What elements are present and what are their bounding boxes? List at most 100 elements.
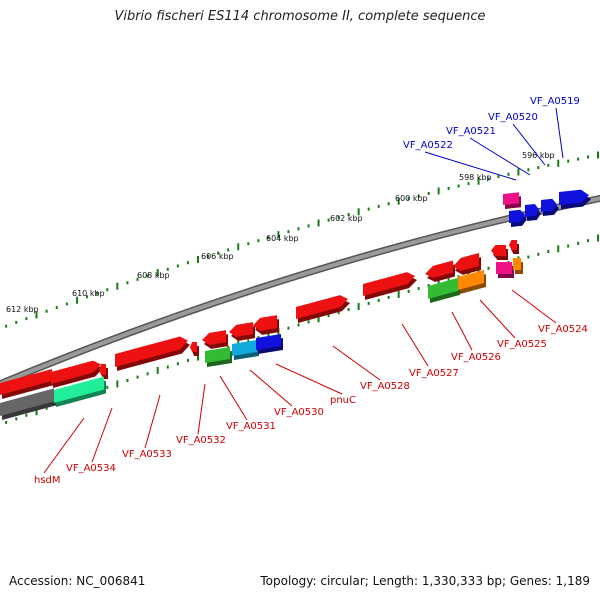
- topology-summary: Topology: circular; Length: 1,330,333 bp…: [260, 574, 590, 588]
- minor-tick: [307, 224, 310, 228]
- minor-tick: [447, 278, 450, 282]
- leader-line: [197, 383, 206, 435]
- gene-label: VF_A0530: [274, 407, 324, 418]
- gene-label: VF_A0534: [66, 463, 116, 474]
- major-tick: [197, 255, 199, 263]
- gene-body: [509, 209, 525, 223]
- leader-line: [249, 369, 293, 407]
- minor-tick: [527, 168, 530, 172]
- minor-tick: [65, 302, 68, 306]
- gene-label: VF_A0522: [403, 140, 453, 151]
- gene-VF_A0521: [525, 203, 541, 221]
- gene-body: [458, 269, 484, 290]
- gene-pnuC: [296, 295, 350, 323]
- gene-VF_A0526-green: [428, 277, 460, 303]
- gene-red: [253, 315, 279, 335]
- minor-tick: [106, 385, 109, 389]
- gene-body: [525, 203, 539, 217]
- leader-line: [512, 123, 546, 166]
- gene-red: [229, 322, 255, 341]
- gene-red: [491, 245, 508, 260]
- minor-tick: [146, 372, 149, 376]
- minor-tick: [136, 277, 139, 281]
- gene-body: [503, 192, 519, 205]
- gene-body: [232, 339, 257, 356]
- leader-line: [555, 107, 564, 159]
- minor-tick: [537, 166, 540, 170]
- gene-hsdM: [0, 388, 56, 420]
- gene-magenta: [496, 262, 514, 278]
- minor-tick: [45, 406, 48, 410]
- major-tick: [277, 231, 280, 239]
- major-tick: [35, 408, 38, 416]
- minor-tick: [487, 266, 490, 270]
- gene-VF_A0520: [541, 198, 559, 216]
- minor-tick: [527, 255, 530, 259]
- gene-body: [363, 272, 415, 296]
- gene-label: VF_A0525: [497, 339, 547, 350]
- major-tick: [357, 208, 360, 216]
- minor-tick: [547, 163, 550, 167]
- minor-tick: [367, 301, 370, 305]
- minor-tick: [287, 230, 290, 234]
- minor-tick: [577, 157, 580, 161]
- minor-tick: [587, 155, 590, 159]
- minor-tick: [247, 242, 250, 246]
- minor-tick: [537, 252, 540, 256]
- gene-body: [541, 198, 557, 212]
- gene-body: [559, 189, 589, 205]
- major-tick: [156, 269, 159, 277]
- gene-features: [0, 189, 591, 420]
- gene-body: [425, 260, 453, 278]
- major-tick: [237, 243, 240, 251]
- minor-tick: [106, 288, 109, 292]
- gene-body: [491, 245, 506, 256]
- minor-tick: [387, 202, 390, 206]
- gene-red: [202, 330, 228, 349]
- gene-body: [51, 360, 101, 384]
- major-tick: [477, 177, 480, 185]
- major-tick: [116, 380, 119, 388]
- leader-line: [219, 375, 248, 421]
- minor-tick: [507, 172, 510, 176]
- minor-tick: [587, 239, 590, 243]
- major-tick: [35, 311, 38, 319]
- gene-label: VF_A0533: [122, 449, 172, 460]
- minor-tick: [567, 159, 570, 163]
- minor-tick: [467, 182, 470, 186]
- minor-tick: [347, 213, 350, 217]
- major-tick: [156, 366, 159, 374]
- leader-line: [469, 137, 531, 176]
- major-tick: [557, 159, 560, 167]
- minor-tick: [297, 227, 300, 231]
- major-tick: [517, 168, 520, 176]
- gene-body: [509, 240, 517, 250]
- minor-tick: [136, 375, 139, 379]
- minor-tick: [146, 274, 149, 278]
- gene-VF_A0530: [256, 333, 283, 354]
- major-tick: [317, 219, 320, 227]
- minor-tick: [377, 204, 380, 208]
- gene-label: VF_A0532: [176, 435, 226, 446]
- gene-VF_A0519: [559, 189, 591, 209]
- gene-body: [0, 368, 52, 395]
- minor-tick: [427, 191, 430, 195]
- minor-tick: [427, 284, 430, 288]
- leader-line: [275, 363, 343, 395]
- minor-tick: [25, 413, 28, 417]
- gene-red: [51, 360, 103, 388]
- gene-VF_A0531: [232, 339, 259, 360]
- gene-VF_A0534: [54, 376, 106, 407]
- major-tick: [317, 315, 320, 323]
- minor-tick: [96, 291, 99, 295]
- leader-line: [511, 289, 557, 324]
- scale-label: 598 kbp: [459, 173, 492, 182]
- gene-body: [496, 262, 512, 274]
- minor-tick: [467, 272, 470, 276]
- gene-VF_A0526: [453, 252, 481, 275]
- gene-VF_A0522: [509, 209, 527, 227]
- minor-tick: [267, 332, 270, 336]
- gene-body: [202, 330, 226, 345]
- gene-body: [99, 364, 106, 375]
